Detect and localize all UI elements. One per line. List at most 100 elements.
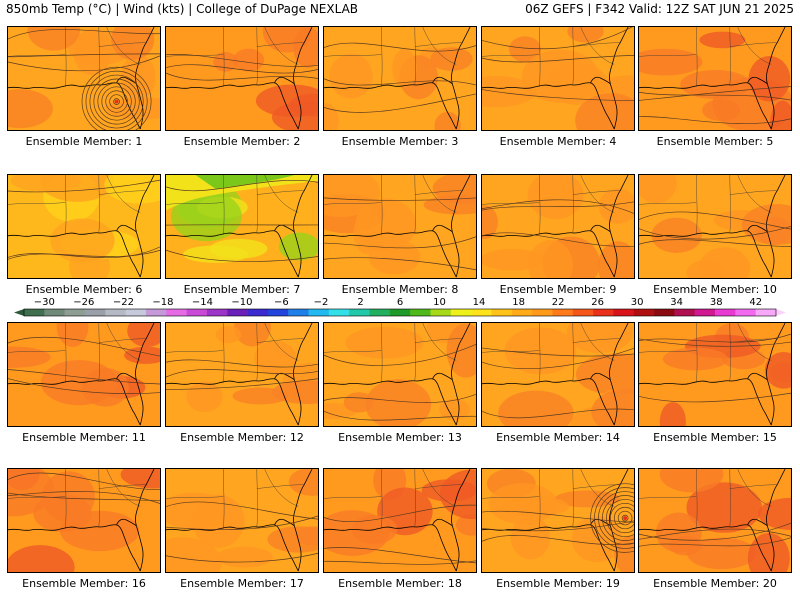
colorbar-tick-label: −30 <box>34 297 55 308</box>
colorbar-swatch <box>694 309 716 316</box>
colorbar-swatch <box>369 309 391 316</box>
member-label: Ensemble Member: 4 <box>499 135 617 148</box>
ensemble-panel <box>7 322 161 427</box>
ensemble-panel <box>7 174 161 279</box>
member-label: Ensemble Member: 10 <box>653 283 777 296</box>
ensemble-panel <box>165 26 319 131</box>
temperature-map <box>324 323 476 426</box>
temperature-map <box>324 27 476 130</box>
colorbar-swatch <box>389 309 411 316</box>
member-label: Ensemble Member: 13 <box>338 431 462 444</box>
member-label: Ensemble Member: 14 <box>496 431 620 444</box>
colorbar-tick-label: −26 <box>73 297 94 308</box>
colorbar-swatch <box>410 309 431 316</box>
colorbar-tick-label: 38 <box>710 297 723 308</box>
colorbar-tick-label: 18 <box>512 297 525 308</box>
colorbar-swatch <box>471 309 492 316</box>
colorbar-swatch <box>206 309 228 316</box>
temperature-map <box>166 175 318 278</box>
member-label: Ensemble Member: 8 <box>341 283 459 296</box>
temperature-map <box>166 469 318 572</box>
colorbar-swatch <box>166 309 187 316</box>
colorbar-tick-label: 14 <box>473 297 486 308</box>
colorbar-swatch <box>247 309 269 316</box>
colorbar-swatch <box>511 309 533 316</box>
colorbar-swatch <box>674 309 695 316</box>
colorbar-swatch <box>349 309 370 316</box>
colorbar-swatch <box>84 309 106 316</box>
ensemble-panel <box>638 468 792 573</box>
colorbar-swatch <box>267 309 289 316</box>
colorbar-tick-label: −18 <box>152 297 173 308</box>
colorbar-swatch <box>715 309 736 316</box>
member-label: Ensemble Member: 18 <box>338 577 462 590</box>
ensemble-panel <box>7 468 161 573</box>
ensemble-panel <box>481 468 635 573</box>
member-label: Ensemble Member: 9 <box>499 283 617 296</box>
colorbar-swatch <box>308 309 330 316</box>
member-label: Ensemble Member: 3 <box>341 135 459 148</box>
colorbar-swatch <box>552 309 574 316</box>
ensemble-panel <box>638 322 792 427</box>
valid-time: 06Z GEFS | F342 Valid: 12Z SAT JUN 21 20… <box>525 2 794 16</box>
colorbar-tick-label: 10 <box>433 297 446 308</box>
temperature-colorbar: −30 −26 −22 −18 −14 −10 −6 −2 2 6 10 14 18 22 26 30 34 38… <box>14 297 786 317</box>
member-label: Ensemble Member: 20 <box>653 577 777 590</box>
temperature-map <box>8 175 160 278</box>
colorbar-tick-label: 42 <box>749 297 762 308</box>
colorbar-swatch <box>64 309 86 316</box>
ensemble-panel <box>638 174 792 279</box>
colorbar-swatch <box>186 309 208 316</box>
temperature-map <box>639 323 791 426</box>
colorbar-swatch <box>735 309 756 316</box>
colorbar-tick-label: 34 <box>670 297 683 308</box>
colorbar-tick-label: −10 <box>231 297 252 308</box>
temperature-map <box>639 175 791 278</box>
colorbar-swatch <box>491 309 513 316</box>
member-label: Ensemble Member: 5 <box>656 135 774 148</box>
ensemble-panel <box>323 174 477 279</box>
colorbar-tick-label: 2 <box>357 297 363 308</box>
colorbar-swatch <box>44 309 65 316</box>
member-label: Ensemble Member: 7 <box>183 283 301 296</box>
temperature-map <box>482 27 634 130</box>
colorbar-tick-label: 6 <box>397 297 403 308</box>
colorbar-swatch <box>227 309 248 316</box>
colorbar-swatch <box>532 309 553 316</box>
temperature-map <box>482 323 634 426</box>
chart-title: 850mb Temp (°C) | Wind (kts) | College o… <box>6 2 359 16</box>
colorbar-swatch <box>288 309 309 316</box>
colorbar-tick-label: −14 <box>192 297 213 308</box>
ensemble-panel <box>165 174 319 279</box>
colorbar-swatch <box>125 309 147 316</box>
member-label: Ensemble Member: 1 <box>25 135 143 148</box>
colorbar-swatch <box>145 309 167 316</box>
member-label: Ensemble Member: 12 <box>180 431 304 444</box>
member-label: Ensemble Member: 17 <box>180 577 304 590</box>
temperature-map <box>639 27 791 130</box>
colorbar-swatch <box>593 309 614 316</box>
colorbar-swatch <box>654 309 675 316</box>
member-label: Ensemble Member: 15 <box>653 431 777 444</box>
colorbar-swatch <box>105 309 126 316</box>
member-label: Ensemble Member: 2 <box>183 135 301 148</box>
ensemble-panel <box>638 26 792 131</box>
member-label: Ensemble Member: 6 <box>25 283 143 296</box>
colorbar-swatch <box>24 309 45 316</box>
colorbar-swatch <box>613 309 635 316</box>
temperature-map <box>482 469 634 572</box>
ensemble-panel <box>7 26 161 131</box>
ensemble-panel <box>165 322 319 427</box>
temperature-map <box>8 469 160 572</box>
temperature-map <box>482 175 634 278</box>
member-label: Ensemble Member: 19 <box>496 577 620 590</box>
ensemble-panel <box>165 468 319 573</box>
temperature-map <box>324 469 476 572</box>
temperature-map <box>324 175 476 278</box>
colorbar-tick-label: 26 <box>591 297 604 308</box>
colorbar-tick-label: 30 <box>631 297 644 308</box>
colorbar-tick-label: 22 <box>552 297 565 308</box>
colorbar-swatch <box>755 309 777 316</box>
colorbar-tick-label: −22 <box>113 297 134 308</box>
ensemble-panel <box>481 26 635 131</box>
